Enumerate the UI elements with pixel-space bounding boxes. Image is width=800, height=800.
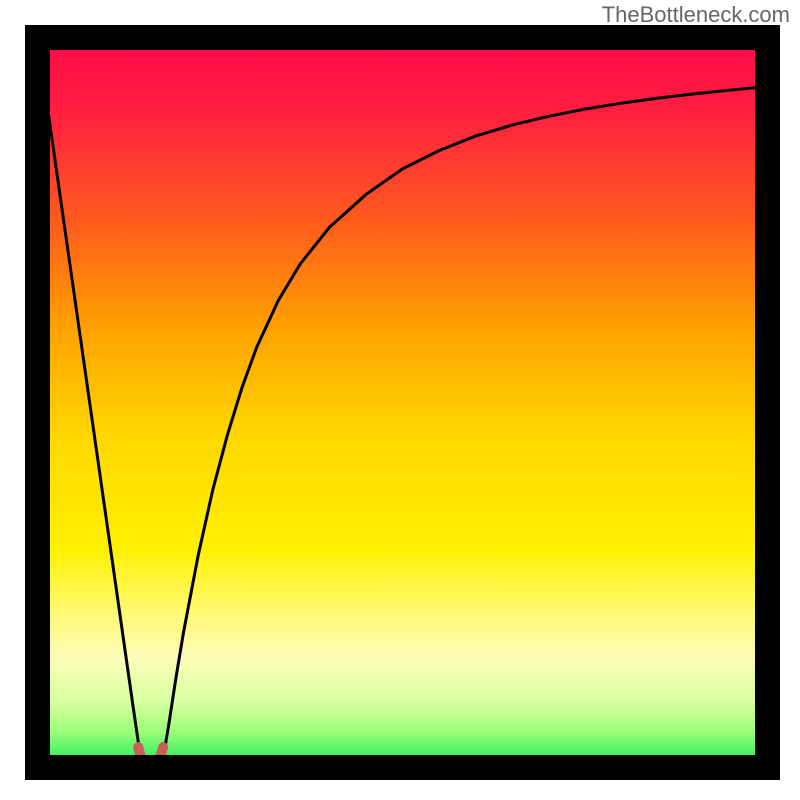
plot-background (38, 38, 768, 768)
chart-container: TheBottleneck.com (0, 0, 800, 800)
bottleneck-chart (0, 0, 800, 800)
watermark-text: TheBottleneck.com (602, 2, 790, 28)
